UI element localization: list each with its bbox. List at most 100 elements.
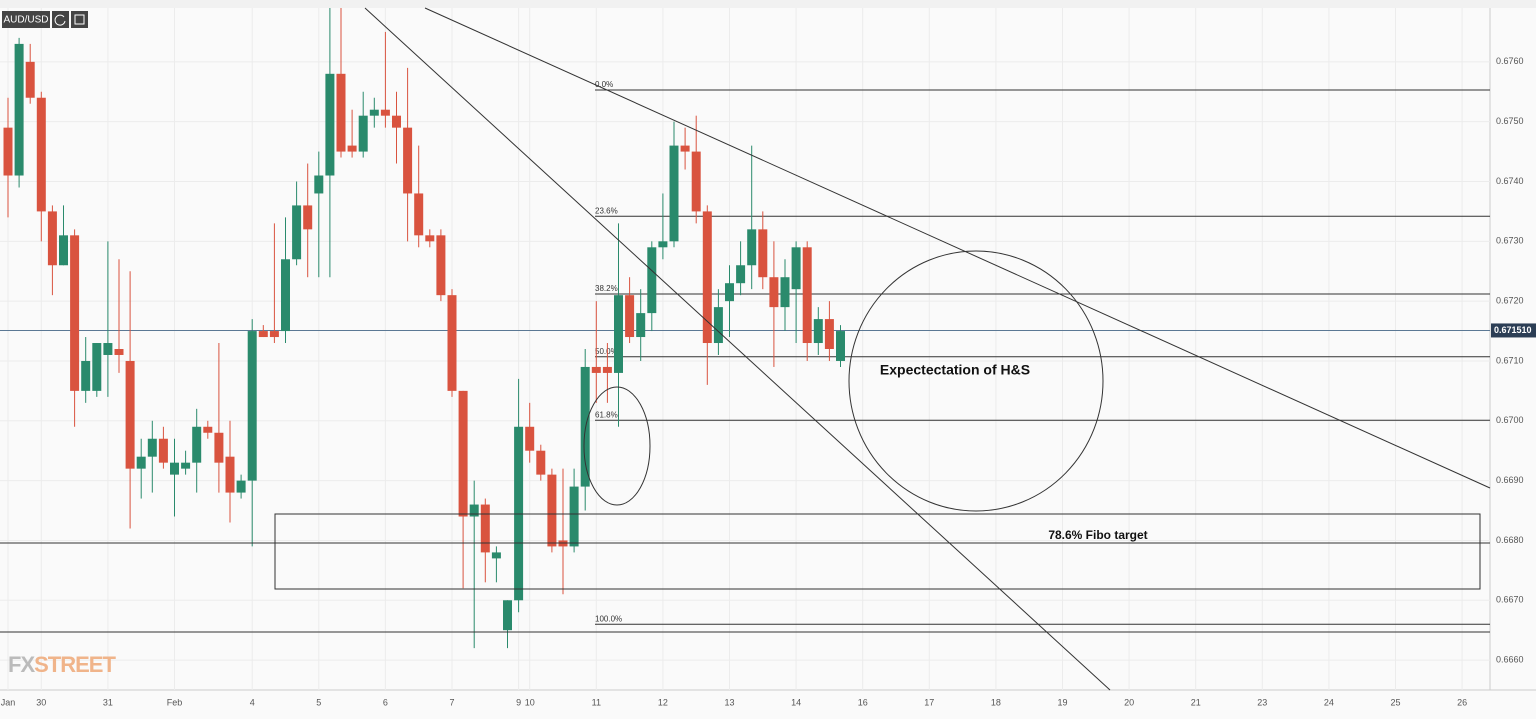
candle-body <box>747 229 757 266</box>
y-tick-label: 0.6730 <box>1496 236 1524 246</box>
x-tick-label: 30 <box>36 697 46 707</box>
x-tick-label: 23 <box>1257 697 1267 707</box>
watermark-street: STREET <box>34 652 116 677</box>
candle-body <box>258 331 268 338</box>
candle-body <box>813 319 823 344</box>
x-tick-label: 10 <box>525 697 535 707</box>
candle-body <box>292 205 302 260</box>
circle <box>583 386 651 506</box>
candle-body <box>314 175 324 194</box>
candle-body <box>70 235 80 391</box>
y-tick-label: 0.6740 <box>1496 176 1524 186</box>
candle-body <box>836 331 845 361</box>
candle-body <box>680 145 690 152</box>
candle-body <box>59 235 68 266</box>
target-box <box>274 513 1481 590</box>
last-price-box <box>1491 323 1536 338</box>
candle-body <box>81 360 91 391</box>
candle-body <box>525 426 535 451</box>
y-tick-label: 0.6760 <box>1496 56 1524 66</box>
annotation: Expectectation of H&S <box>880 362 1030 378</box>
candle-body <box>158 438 168 463</box>
x-tick-label: 21 <box>1191 697 1201 707</box>
x-tick-label: Feb <box>167 697 183 707</box>
candle-body <box>503 600 512 631</box>
candle-body <box>458 390 468 517</box>
candle-body <box>192 426 202 463</box>
candle-body <box>658 241 668 248</box>
y-tick-label: 0.6710 <box>1496 355 1524 365</box>
candle-body <box>147 438 157 457</box>
candle-body <box>325 73 335 176</box>
plot-area <box>0 8 1490 690</box>
candle-body <box>369 109 379 116</box>
x-tick-label: 25 <box>1390 697 1400 707</box>
candle-body <box>92 343 102 391</box>
candle-body <box>436 235 446 296</box>
settings-icon <box>74 14 85 25</box>
candle-body <box>758 229 768 278</box>
fib-label: 61.8% <box>595 410 618 419</box>
candle-body <box>236 480 246 493</box>
symbol: AUD/USD <box>3 15 48 26</box>
annotation: 78.6% Fibo target <box>1048 528 1147 542</box>
candle-body <box>791 247 801 290</box>
y-tick-label: 0.6700 <box>1496 415 1524 425</box>
settings-button[interactable] <box>71 11 88 28</box>
candle-body <box>647 247 657 314</box>
candle-body <box>380 109 390 116</box>
x-tick-label: 12 <box>658 697 668 707</box>
y-tick-label: 0.6720 <box>1496 296 1524 306</box>
trend-line <box>424 7 1491 489</box>
x-tick-label: 20 <box>1124 697 1134 707</box>
x-tick-label: 17 <box>924 697 934 707</box>
x-tick-label: 4 <box>250 697 255 707</box>
top-strip <box>0 0 1536 8</box>
y-tick-label: 0.6660 <box>1496 654 1524 664</box>
candle-body <box>47 211 57 266</box>
candle-body <box>247 331 257 481</box>
x-tick-label: 11 <box>592 697 601 707</box>
x-tick-label: 24 <box>1324 697 1334 707</box>
candle-body <box>136 456 146 469</box>
candle-body <box>170 462 179 475</box>
candle-body <box>536 450 546 475</box>
candle-body <box>824 319 834 349</box>
candle-body <box>636 313 646 338</box>
x-tick-label: 16 <box>858 697 868 707</box>
x-tick-label: 19 <box>1057 697 1067 707</box>
candle-body <box>3 127 13 176</box>
x-tick-label: 5 <box>316 697 321 707</box>
watermark-fx: FX <box>8 652 35 677</box>
candle-body <box>614 295 623 373</box>
candle-body <box>591 366 601 373</box>
x-tick-label: 9 <box>516 697 521 707</box>
candle-body <box>181 462 191 469</box>
candle-body <box>691 151 701 212</box>
candle-body <box>225 456 235 493</box>
candle-body <box>780 277 790 308</box>
x-tick-label: 26 <box>1457 697 1467 707</box>
candle-body <box>203 426 213 433</box>
candle-body <box>802 247 812 344</box>
trend-line <box>364 7 1111 691</box>
candle-body <box>103 343 113 355</box>
candle-body <box>425 235 435 242</box>
candle-body <box>625 295 635 338</box>
x-tick-label: 7 <box>449 697 454 707</box>
x-tick-label: 31 <box>103 697 113 707</box>
fib-label: 50.0% <box>595 347 618 356</box>
candle-body <box>769 277 779 308</box>
y-tick-label: 0.6750 <box>1496 116 1524 126</box>
candle-body <box>547 474 557 547</box>
fib-label: 38.2% <box>595 284 618 293</box>
candle-body <box>347 145 357 152</box>
fib-label: 23.6% <box>595 206 618 215</box>
candle-body <box>403 127 413 194</box>
x-tick-label: 14 <box>791 697 801 707</box>
x-tick-label: 6 <box>383 697 388 707</box>
symbol-badge <box>2 11 50 28</box>
candle-body <box>214 432 224 463</box>
